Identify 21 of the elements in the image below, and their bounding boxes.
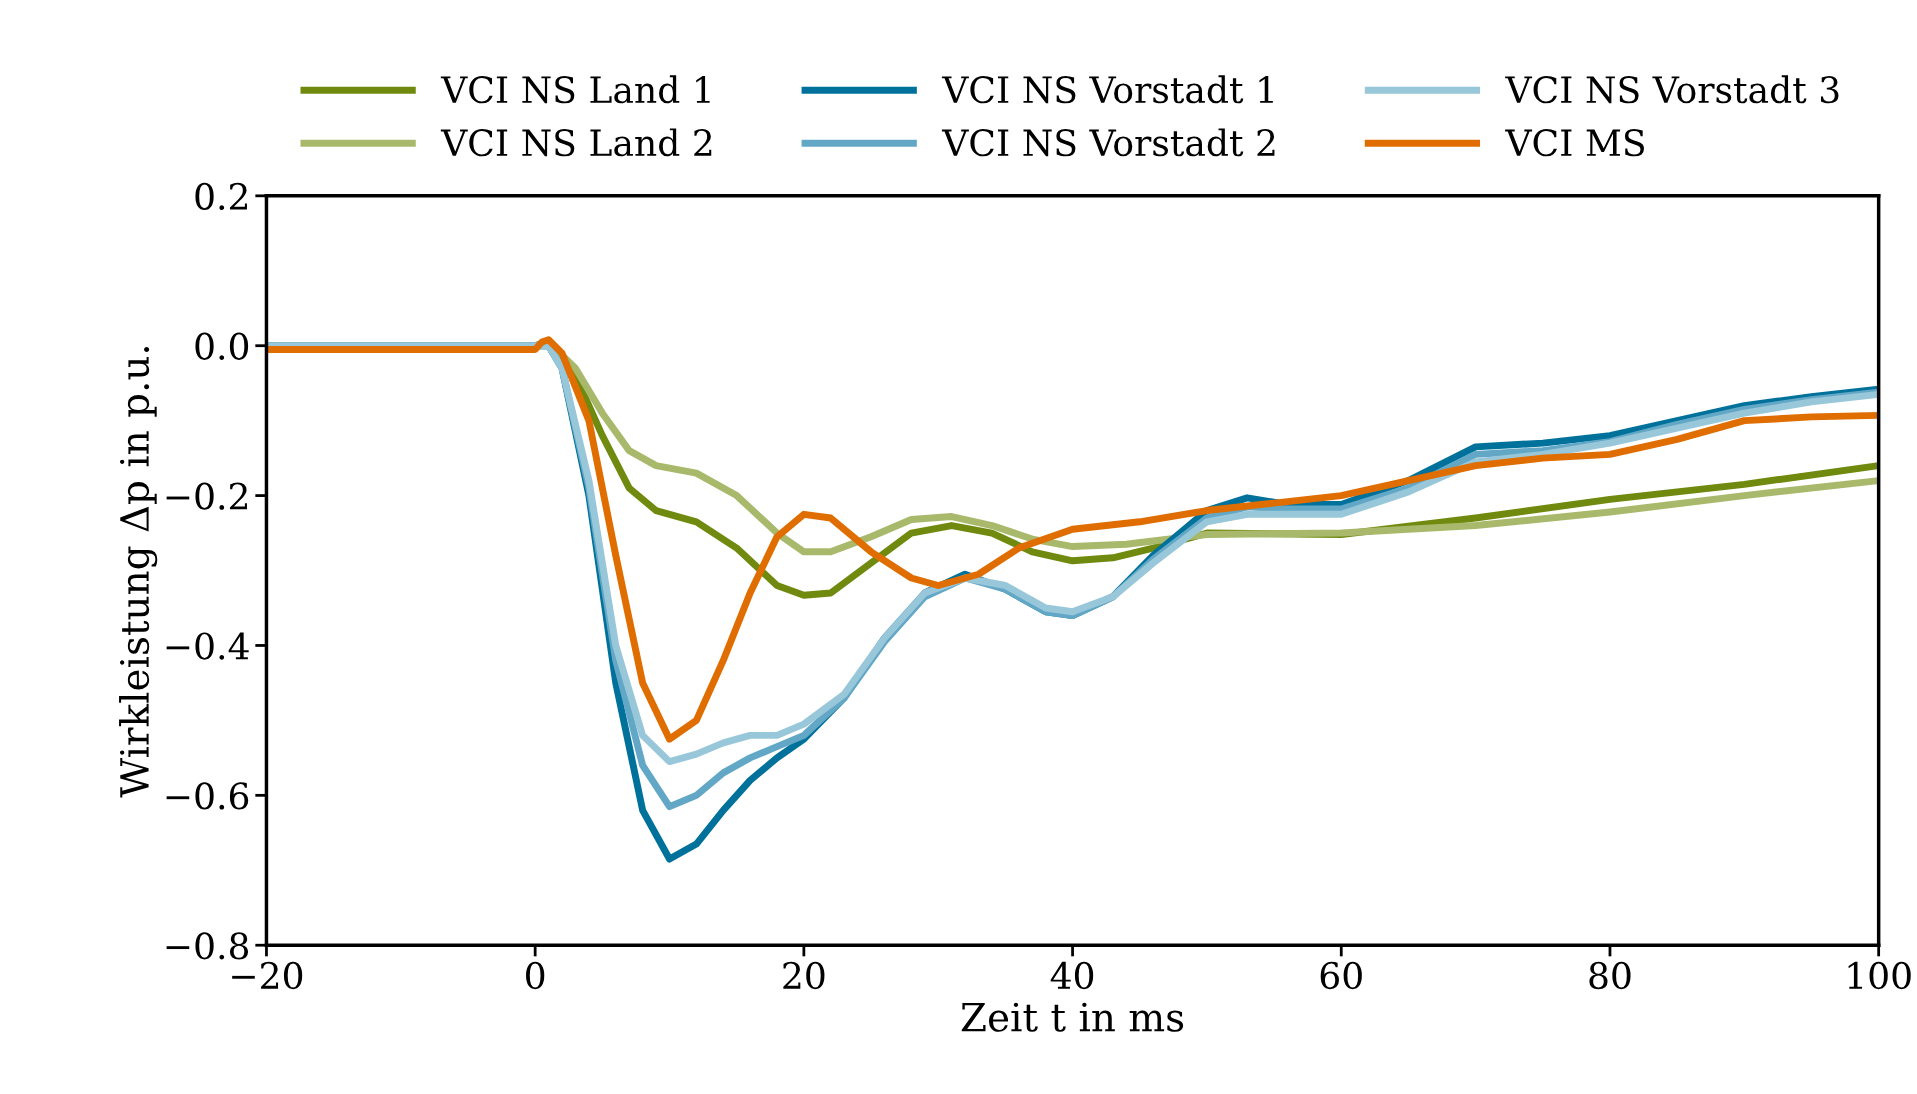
x-tick-label: 40 [1050,961,1094,990]
legend-label: VCI NS Land 1 [440,75,710,104]
x-tick-label: 20 [783,961,825,990]
x-tick-label: 0 [526,961,545,990]
legend-label: VCI NS Vorstadt 3 [1505,75,1839,104]
y-tick-label: −0.2 [166,482,247,510]
y-tick-label: −0.4 [166,632,249,660]
legend-label: VCI NS Vorstadt 1 [941,75,1273,104]
x-tick-label: −20 [232,961,303,990]
x-axis-title: Zeit t in ms [961,1002,1184,1032]
x-tick-label: 100 [1848,961,1911,990]
legend-label: VCI NS Vorstadt 2 [941,128,1275,157]
y-tick-label: −0.6 [166,782,249,810]
legend-label: VCI MS [1505,129,1644,157]
y-axis-title: Wirkleistung Δp in p.u. [119,346,158,798]
y-tick-label: 0.2 [195,182,247,211]
y-tick-label: 0.0 [195,332,249,360]
x-tick-label: 80 [1589,961,1631,990]
x-tick-label: 60 [1320,961,1362,990]
y-tick-label: −0.8 [166,932,249,960]
legend-label: VCI NS Land 2 [440,128,712,157]
